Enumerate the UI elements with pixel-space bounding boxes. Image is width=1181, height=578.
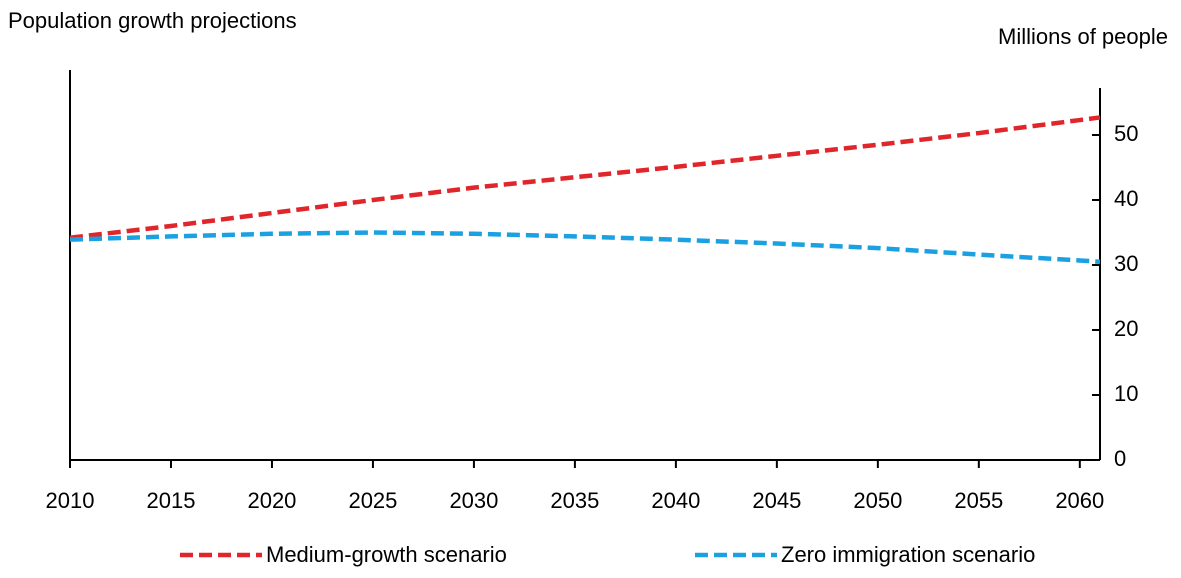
y-tick-label: 20 [1114,316,1138,341]
y-axis-label: Millions of people [998,24,1168,49]
y-tick-label: 40 [1114,186,1138,211]
x-tick-label: 2015 [147,488,196,513]
legend-label: Medium-growth scenario [266,542,507,567]
series-line [69,115,1101,240]
chart-title: Population growth projections [8,8,297,33]
x-tick-label: 2030 [449,488,498,513]
x-tick-label: 2060 [1055,488,1104,513]
x-tick-label: 2025 [348,488,397,513]
legend-label: Zero immigration scenario [781,542,1035,567]
y-tick-label: 30 [1114,251,1138,276]
x-tick-label: 2035 [550,488,599,513]
series-line [69,230,1101,264]
x-tick-label: 2045 [752,488,801,513]
x-tick-label: 2020 [247,488,296,513]
y-tick-label: 0 [1114,446,1126,471]
x-tick-label: 2010 [46,488,95,513]
x-tick-label: 2040 [651,488,700,513]
x-tick-label: 2050 [853,488,902,513]
x-tick-label: 2055 [954,488,1003,513]
y-tick-label: 10 [1114,381,1138,406]
y-tick-label: 50 [1114,121,1138,146]
